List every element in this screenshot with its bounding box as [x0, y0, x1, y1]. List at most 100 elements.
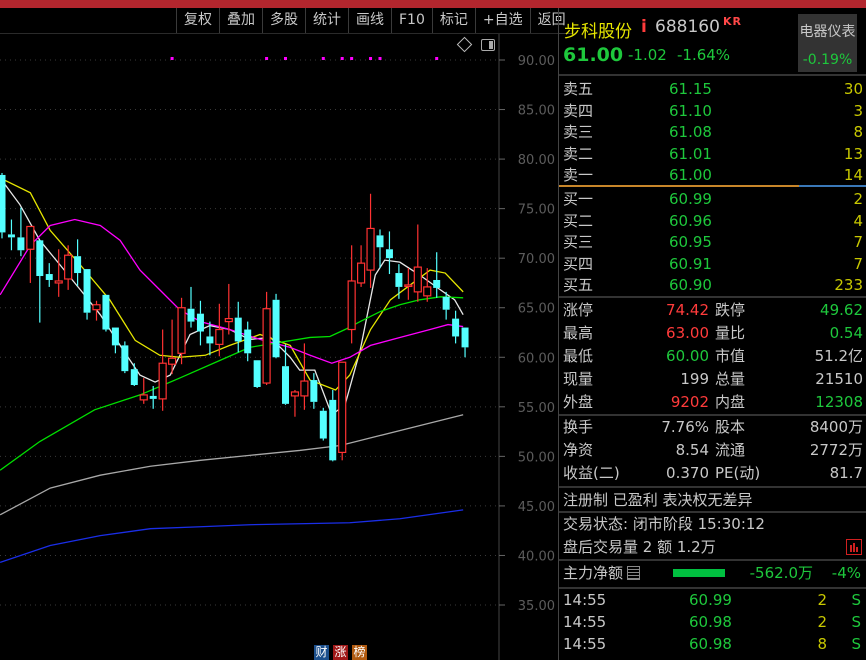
tick-time: 14:55: [563, 635, 607, 653]
list-icon[interactable]: [627, 566, 641, 580]
stat-value: 60.00: [666, 347, 709, 365]
candle-body: [206, 336, 214, 344]
fundamental-label: 流通: [715, 441, 746, 459]
divider: [559, 587, 866, 589]
fundamental-value: 0.370: [666, 464, 709, 482]
bid-row[interactable]: 买一 60.99 2: [559, 188, 865, 210]
finance-badge[interactable]: 财: [314, 645, 329, 660]
level-price: 60.95: [669, 233, 712, 252]
stock-tags: 注册制 已盈利 表决权无差异: [563, 491, 753, 509]
stat-label: 量比: [715, 324, 746, 342]
candle-body: [17, 237, 25, 251]
bid-row[interactable]: 买五 60.90 233: [559, 274, 865, 296]
level-price: 61.01: [669, 144, 712, 163]
level-label: 买四: [563, 254, 594, 273]
stat-value: 74.42: [666, 301, 709, 319]
stock-name[interactable]: 步科股份: [564, 22, 632, 42]
candle-body: [121, 345, 129, 372]
bar-chart-icon[interactable]: [846, 539, 862, 555]
stat-label: 最低: [563, 347, 594, 365]
info-icon[interactable]: i: [641, 17, 647, 37]
f10-button[interactable]: F10: [391, 8, 432, 33]
tick-row: 14:55 60.99 2 S: [559, 589, 865, 611]
stock-tag: KR: [723, 15, 742, 28]
candle-body: [319, 410, 327, 439]
price-tick-label: 35.00: [518, 599, 555, 614]
candle-body: [177, 307, 186, 354]
candle-body: [224, 318, 233, 323]
price-tick-label: 80.00: [518, 153, 555, 168]
ask-row[interactable]: 卖三 61.08 8: [559, 121, 865, 143]
stat-label: 跌停: [715, 301, 746, 319]
toolbar-divider: [0, 33, 558, 34]
tick-time: 14:55: [563, 591, 607, 609]
level-volume: 8: [853, 123, 863, 142]
ask-row[interactable]: 卖一 61.00 14: [559, 164, 865, 186]
ask-row[interactable]: 卖五 61.15 30: [559, 78, 865, 100]
candle-body: [253, 360, 261, 387]
stat-value: 49.62: [820, 301, 863, 319]
tick-time: 14:55: [563, 613, 607, 631]
stat-row: 最低 60.00 市值 51.2亿: [559, 345, 865, 367]
panel-toggle-icon[interactable]: [481, 39, 495, 51]
stat-row: 现量 199 总量 21510: [559, 368, 865, 390]
multi-stock-button[interactable]: 多股: [262, 8, 305, 33]
candle-body: [54, 280, 63, 284]
stat-row: 最高 63.00 量比 0.54: [559, 322, 865, 344]
tick-price: 60.99: [689, 591, 732, 609]
bid-ask-ratio-bar: [559, 185, 866, 187]
restore-rights-button[interactable]: 复权: [176, 8, 219, 33]
trade-status: 交易状态: 闭市阶段 15:30:12: [563, 515, 765, 533]
statistics-button[interactable]: 统计: [305, 8, 348, 33]
bid-row[interactable]: 买二 60.96 4: [559, 210, 865, 232]
level-label: 卖四: [563, 101, 594, 120]
bid-row[interactable]: 买四 60.91 7: [559, 253, 865, 275]
divider: [559, 559, 866, 561]
candle-body: [282, 366, 289, 404]
level-label: 卖三: [563, 123, 594, 142]
event-marker: [378, 57, 382, 60]
moving-average-line: [0, 177, 464, 391]
sector-name: 电器仪表: [799, 24, 856, 40]
fundamental-row: 净资 8.54 流通 2772万: [559, 439, 865, 461]
fundamental-label: 换手: [563, 418, 594, 436]
candle-body: [196, 313, 204, 332]
stat-value: 63.00: [666, 324, 709, 342]
divider: [559, 511, 866, 513]
stat-label: 最高: [563, 324, 594, 342]
ask-row[interactable]: 卖二 61.01 13: [559, 143, 865, 165]
main-flow-amount: -562.0万: [749, 564, 813, 582]
level-label: 买五: [563, 276, 594, 295]
stat-row: 外盘 9202 内盘 12308: [559, 391, 865, 413]
candle-body: [26, 225, 35, 250]
event-marker: [265, 57, 269, 60]
add-watchlist-button[interactable]: +自选: [474, 8, 530, 33]
main-flow-pct: -4%: [831, 564, 861, 582]
ask-row[interactable]: 卖四 61.10 3: [559, 100, 865, 122]
candle-body: [404, 284, 413, 288]
kline-chart[interactable]: 90.00 85.00 80.00 75.00 70.00 65.00 60.00 55.00…: [0, 0, 558, 660]
price-tick-label: 40.00: [518, 549, 555, 564]
draw-line-button[interactable]: 画线: [348, 8, 391, 33]
sector-box[interactable]: 电器仪表 -0.19%: [798, 14, 857, 72]
stat-label: 内盘: [715, 393, 746, 411]
candle-body: [300, 380, 309, 397]
candle-body: [215, 328, 224, 345]
bid-row[interactable]: 买三 60.95 7: [559, 231, 865, 253]
moving-average-line: [0, 414, 464, 516]
fundamental-value: 8400万: [809, 418, 863, 436]
mark-button[interactable]: 标记: [431, 8, 475, 33]
tick-row: 14:55 60.98 8 S: [559, 633, 865, 655]
tick-side: S: [851, 591, 861, 609]
overlay-button[interactable]: 叠加: [219, 8, 262, 33]
limit-up-badge[interactable]: 涨: [333, 645, 348, 660]
bottom-badges: 财 涨 榜: [314, 645, 367, 660]
ranking-badge[interactable]: 榜: [352, 645, 367, 660]
price-tick-label: 50.00: [518, 450, 555, 465]
moving-average-line: [0, 509, 464, 564]
candle-body: [433, 279, 441, 288]
level-volume: 13: [843, 144, 863, 163]
candle-body: [92, 304, 101, 311]
candle-body: [102, 294, 110, 330]
main-flow-bar: [673, 569, 725, 577]
